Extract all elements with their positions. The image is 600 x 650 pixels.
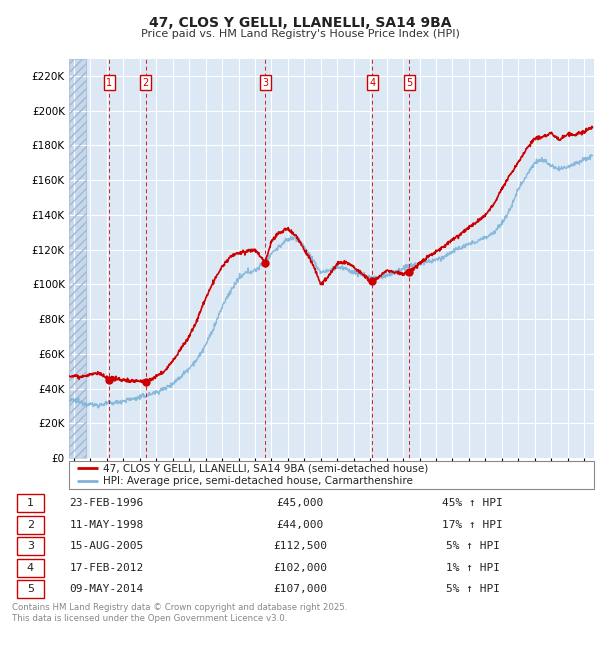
Text: 2: 2: [143, 78, 149, 88]
Text: 4: 4: [27, 563, 34, 573]
Text: 5: 5: [406, 78, 412, 88]
Text: 09-MAY-2014: 09-MAY-2014: [70, 584, 144, 594]
Text: £102,000: £102,000: [273, 563, 327, 573]
Text: £44,000: £44,000: [277, 520, 323, 530]
Text: 47, CLOS Y GELLI, LLANELLI, SA14 9BA (semi-detached house): 47, CLOS Y GELLI, LLANELLI, SA14 9BA (se…: [103, 463, 428, 473]
Text: 17-FEB-2012: 17-FEB-2012: [70, 563, 144, 573]
Text: Price paid vs. HM Land Registry's House Price Index (HPI): Price paid vs. HM Land Registry's House …: [140, 29, 460, 39]
Text: 17% ↑ HPI: 17% ↑ HPI: [442, 520, 503, 530]
Text: £107,000: £107,000: [273, 584, 327, 594]
Text: 3: 3: [262, 78, 268, 88]
Text: 5% ↑ HPI: 5% ↑ HPI: [446, 541, 500, 551]
FancyBboxPatch shape: [69, 461, 594, 489]
FancyBboxPatch shape: [17, 516, 44, 534]
Text: 5: 5: [27, 584, 34, 594]
Text: 45% ↑ HPI: 45% ↑ HPI: [442, 499, 503, 508]
Text: 1: 1: [27, 499, 34, 508]
Text: 3: 3: [27, 541, 34, 551]
FancyBboxPatch shape: [17, 580, 44, 598]
FancyBboxPatch shape: [17, 538, 44, 555]
Text: 15-AUG-2005: 15-AUG-2005: [70, 541, 144, 551]
Text: 1% ↑ HPI: 1% ↑ HPI: [446, 563, 500, 573]
Text: £112,500: £112,500: [273, 541, 327, 551]
Text: HPI: Average price, semi-detached house, Carmarthenshire: HPI: Average price, semi-detached house,…: [103, 476, 413, 486]
Text: 2: 2: [27, 520, 34, 530]
Text: 5% ↑ HPI: 5% ↑ HPI: [446, 584, 500, 594]
Text: 23-FEB-1996: 23-FEB-1996: [70, 499, 144, 508]
Text: 1: 1: [106, 78, 112, 88]
Text: 4: 4: [369, 78, 376, 88]
Text: Contains HM Land Registry data © Crown copyright and database right 2025.
This d: Contains HM Land Registry data © Crown c…: [12, 603, 347, 623]
FancyBboxPatch shape: [17, 559, 44, 577]
Text: £45,000: £45,000: [277, 499, 323, 508]
Text: 11-MAY-1998: 11-MAY-1998: [70, 520, 144, 530]
FancyBboxPatch shape: [17, 495, 44, 512]
Text: 47, CLOS Y GELLI, LLANELLI, SA14 9BA: 47, CLOS Y GELLI, LLANELLI, SA14 9BA: [149, 16, 451, 31]
